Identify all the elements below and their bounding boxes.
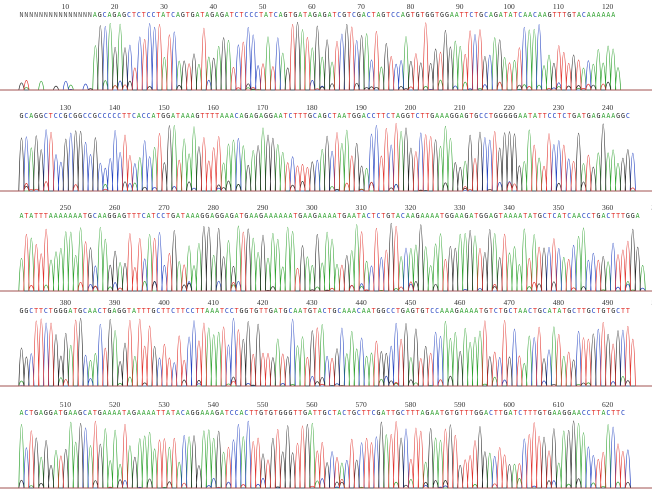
trace-g [0,21,652,91]
position-label: 110 [552,2,564,11]
position-label: 120 [602,2,614,11]
position-label: 390 [109,298,121,307]
trace-g [0,123,652,192]
position-label: 320 [404,203,417,212]
trace-row: 380390400410420430440450460470480490500G… [0,298,652,387]
trace-row: 10 20 30 40 50 60 70 80 90 100 110 120 NNNNNNNNNNNNN… [0,2,652,91]
position-label: 580 [404,400,417,409]
position-label: 80 [406,2,415,11]
position-label: 530 [158,400,170,409]
position-label: 560 [306,400,318,409]
position-label: 430 [306,298,318,307]
position-label: 410 [207,298,219,307]
position-label: 50 [258,2,267,11]
position-label: 70 [357,2,365,11]
chromatogram-trace [0,222,652,292]
position-label: 540 [207,400,219,409]
position-label: 170 [256,103,269,112]
trace-a [0,23,652,91]
position-label: 450 [404,298,417,307]
position-label: 40 [209,2,218,11]
position-label: 280 [207,203,219,212]
position-label: 330 [454,203,466,212]
base-call-sequence: ATATTTAAAAAAATGCAAGGAGTTTCATCCTGATAAAGGA… [19,212,640,220]
base-call-sequence: ACTGAGGATGAAGCATGAAAATAGAAAATTATACAGGAAA… [19,409,625,417]
position-label: 200 [404,103,417,112]
position-label: 550 [256,400,269,409]
position-label: 460 [454,298,466,307]
position-label: 210 [454,103,466,112]
position-label: 310 [355,203,367,212]
position-label: 590 [454,400,466,409]
position-label: 100 [503,2,515,11]
trace-row: 510 520 530 540 550 560 570 580 590 600 610 620 ACTG… [0,400,652,489]
position-label: 520 [109,400,121,409]
position-label: 340 [503,203,515,212]
position-label: 360 [602,203,614,212]
position-label: 270 [158,203,170,212]
trace-t [0,420,652,489]
position-label: 610 [552,400,564,409]
position-label: 150 [158,103,170,112]
chromatogram-trace [0,21,652,91]
position-label: 380 [59,298,71,307]
trace-c [0,317,652,387]
trace-a [0,224,652,292]
chromatogram-trace [0,122,652,192]
position-label: 240 [602,103,614,112]
position-label: 10 [61,2,70,11]
position-label: 130 [59,103,71,112]
trace-row: 250260270280290300310320330340350360370A… [0,203,652,292]
position-label: 600 [503,400,515,409]
position-label: 350 [552,203,564,212]
chromatogram-trace [0,420,652,489]
position-label: 230 [552,103,564,112]
position-label: 220 [503,103,515,112]
position-label: 20 [110,2,119,11]
base-call-sequence: GGCTTCTGGGATGCAACTGAGGTATTTGCTTCTTCCTTAA… [19,307,630,315]
position-label: 140 [109,103,121,112]
chromatogram-trace [0,317,652,387]
position-label: 620 [602,400,614,409]
position-label: 90 [456,2,464,11]
position-label: 180 [306,103,318,112]
base-call-sequence: GCAGGCTCCGCGGCCGCCCCCTTCACCATGGATAAAGTTT… [19,112,630,120]
position-label: 490 [602,298,614,307]
position-label: 480 [552,298,564,307]
position-label: 160 [207,103,219,112]
position-label: 440 [355,298,367,307]
position-label: 420 [256,298,269,307]
position-label: 400 [158,298,170,307]
position-label: 570 [355,400,367,409]
position-label: 470 [503,298,515,307]
position-label: 300 [306,203,318,212]
position-label: 250 [59,203,71,212]
trace-row: 130 140 150 160 170 180 190 200 210 220 230 240 GCAG… [0,103,652,192]
position-label: 290 [256,203,269,212]
position-label: 30 [160,2,168,11]
base-call-sequence: NNNNNNNNNNNNNNNAGCAGAGCTCTCCTATCAGTGATAG… [19,11,616,19]
position-label: 190 [355,103,367,112]
position-label: 510 [59,400,71,409]
position-label: 60 [308,2,316,11]
position-label: 260 [109,203,121,212]
